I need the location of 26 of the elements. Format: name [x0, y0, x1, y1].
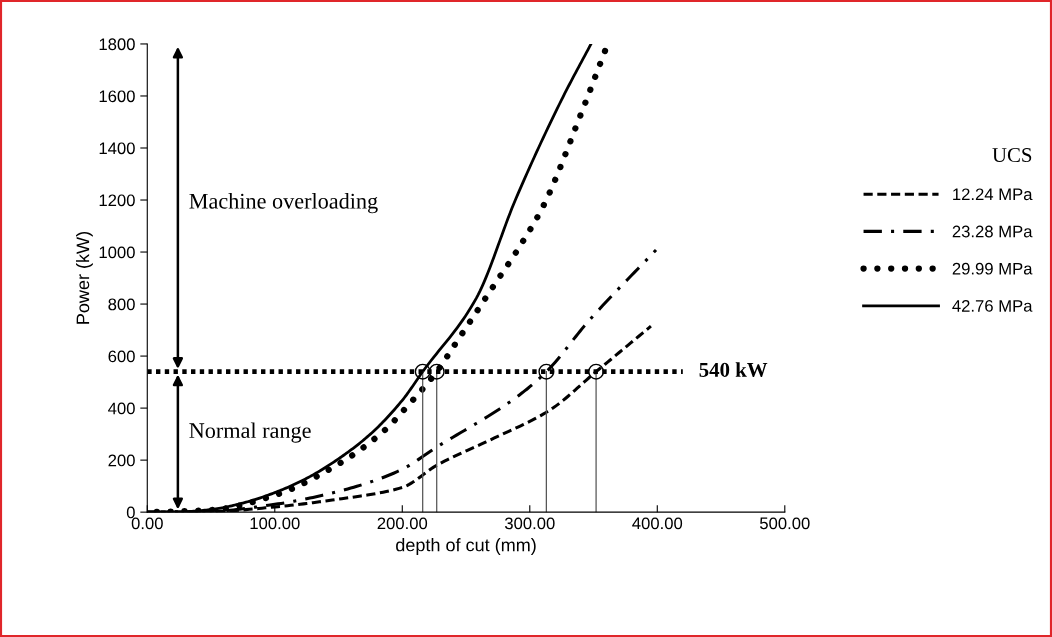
y-tick-label: 800: [108, 298, 135, 311]
legend-label: 29.99 MPa: [952, 262, 1033, 275]
x-tick-label: 300.00: [504, 517, 555, 530]
legend-label: 23.28 MPa: [952, 225, 1033, 238]
legend-label: 42.76 MPa: [952, 299, 1033, 312]
x-tick-label: 200.00: [377, 517, 428, 530]
y-tick-label: 1600: [99, 90, 135, 103]
y-tick-label: 1400: [99, 142, 135, 155]
x-tick-label: 400.00: [632, 517, 683, 530]
x-tick-label: 0.00: [131, 517, 163, 530]
annotation: Normal range: [189, 422, 311, 443]
legend-label: 12.24 MPa: [953, 188, 1033, 201]
y-tick-label: 0: [126, 506, 135, 519]
annotation: Machine overloading: [189, 193, 378, 214]
ref-line-label: 540 kW: [699, 362, 768, 378]
y-tick-label: 600: [108, 350, 135, 363]
y-axis-title: Power (kW): [76, 232, 93, 324]
y-tick-label: 200: [108, 454, 135, 467]
legend-title: UCS: [992, 148, 1032, 163]
x-tick-label: 100.00: [250, 517, 300, 530]
x-tick-label: 500.00: [759, 517, 810, 530]
y-tick-label: 1800: [99, 38, 135, 51]
y-tick-label: 400: [108, 402, 135, 415]
y-tick-label: 1200: [99, 194, 135, 207]
y-tick-label: 1000: [99, 246, 135, 259]
x-axis-title: depth of cut (mm): [396, 538, 536, 555]
